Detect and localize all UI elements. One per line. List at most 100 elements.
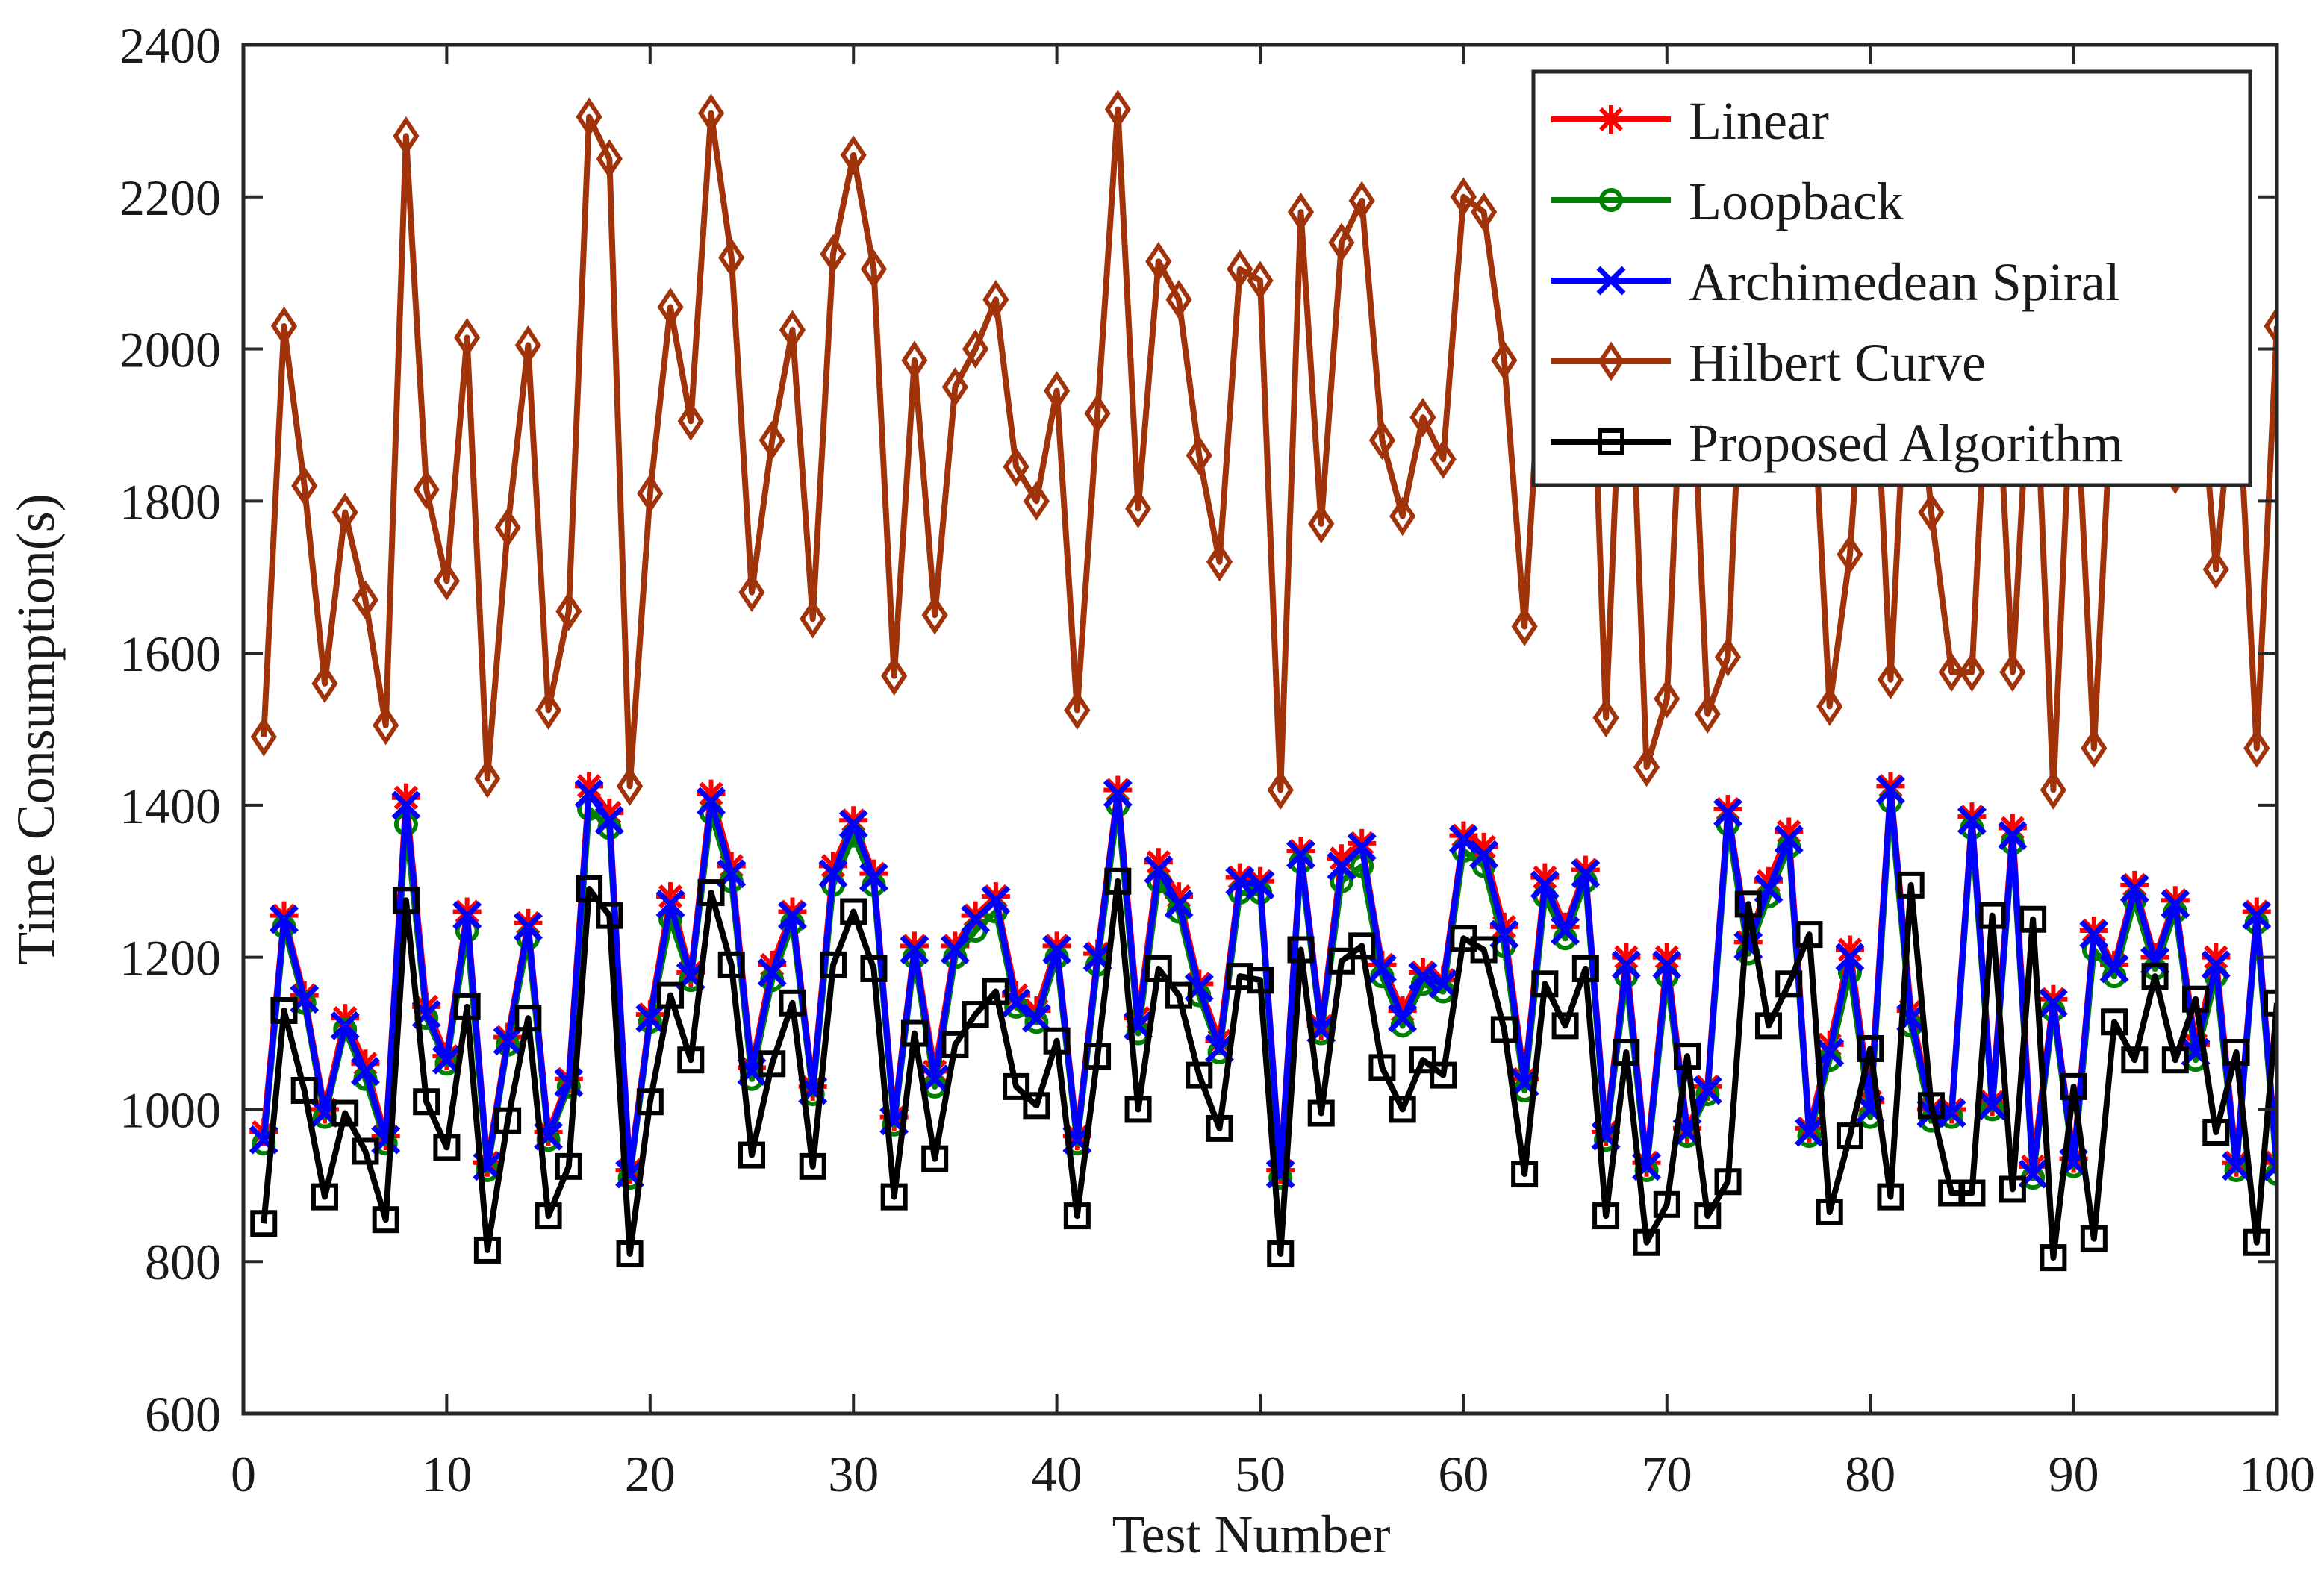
data-point-hilbert-curve	[596, 139, 623, 179]
data-point-hilbert-curve	[373, 705, 399, 746]
data-point-proposed-algorithm	[331, 1099, 359, 1127]
data-point-proposed-algorithm	[1633, 1228, 1660, 1256]
data-point-hilbert-curve	[800, 599, 826, 639]
data-point-hilbert-curve	[494, 508, 521, 548]
x-tick-label: 20	[625, 1446, 676, 1502]
data-point-proposed-algorithm	[1186, 1061, 1213, 1089]
data-point-hilbert-curve	[1206, 542, 1233, 582]
data-point-linear	[697, 779, 726, 808]
legend: Linear Loopback Archimedean Spiral Hilbert …	[1531, 69, 2252, 487]
data-point-proposed-algorithm	[1877, 1183, 1904, 1211]
x-tick-label: 100	[2239, 1446, 2315, 1502]
data-point-proposed-algorithm	[2264, 989, 2275, 1017]
x-tick-label: 40	[1032, 1446, 1082, 1502]
data-point-proposed-algorithm	[860, 955, 888, 982]
series-layer	[249, 90, 2275, 1272]
data-point-proposed-algorithm	[555, 1152, 582, 1180]
data-point-proposed-algorithm	[1734, 890, 1762, 918]
data-point-proposed-algorithm	[1816, 1198, 1843, 1225]
data-point-hilbert-curve	[657, 287, 684, 327]
data-point-proposed-algorithm	[596, 902, 623, 929]
data-point-hilbert-curve	[840, 135, 867, 175]
data-point-hilbert-curve	[331, 493, 358, 533]
data-point-proposed-algorithm	[1958, 1179, 1986, 1207]
legend-marker-hilbert-curve	[1598, 341, 1624, 381]
data-point-hilbert-curve	[1308, 504, 1335, 544]
data-point-proposed-algorithm	[941, 1031, 969, 1058]
data-point-proposed-algorithm	[494, 1107, 522, 1134]
data-point-archimedean-spiral	[2201, 950, 2231, 980]
data-point-linear	[1998, 814, 2027, 843]
data-point-linear	[1449, 821, 1478, 850]
data-point-hilbert-curve	[311, 663, 338, 704]
data-point-archimedean-spiral	[493, 1026, 523, 1056]
data-point-linear	[981, 882, 1010, 911]
x-tick-label: 70	[1642, 1446, 1692, 1502]
data-point-archimedean-spiral	[1164, 889, 1194, 919]
data-point-proposed-algorithm	[1795, 921, 1823, 949]
data-point-proposed-algorithm	[799, 1152, 826, 1180]
x-axis-label: Test Number	[1112, 1505, 1391, 1564]
data-point-proposed-algorithm	[1389, 1096, 1416, 1123]
data-point-proposed-algorithm	[1063, 1202, 1091, 1230]
data-point-archimedean-spiral	[1286, 840, 1315, 869]
data-point-hilbert-curve	[474, 758, 501, 799]
data-point-proposed-algorithm	[1043, 1027, 1071, 1055]
data-point-hilbert-curve	[555, 591, 582, 631]
data-point-archimedean-spiral	[1367, 954, 1397, 984]
data-point-linear	[1348, 828, 1377, 858]
data-point-archimedean-spiral	[655, 889, 685, 919]
data-point-linear	[1876, 772, 1905, 801]
data-point-hilbert-curve	[1165, 279, 1192, 319]
data-point-hilbert-curve	[921, 595, 948, 635]
data-point-archimedean-spiral	[270, 905, 299, 934]
data-point-archimedean-spiral	[1957, 805, 1987, 835]
x-tick-label: 80	[1845, 1446, 1895, 1502]
data-point-proposed-algorithm	[392, 887, 420, 914]
data-point-hilbert-curve	[413, 469, 440, 510]
data-point-proposed-algorithm	[1470, 936, 1498, 964]
data-point-hilbert-curve	[1877, 660, 1904, 700]
data-point-hilbert-curve	[941, 367, 969, 407]
y-tick-label: 800	[145, 1234, 221, 1290]
data-point-archimedean-spiral	[1611, 950, 1641, 980]
data-point-linear	[2202, 943, 2231, 972]
legend-label-archimedean-spiral: Archimedean Spiral	[1689, 252, 2120, 312]
x-tick-label: 90	[2049, 1446, 2099, 1502]
data-point-hilbert-curve	[2264, 308, 2275, 344]
tick-layer: 0 10 20 30 40 50 60 70 80 90 100 600 800 1000 1200 1400…	[119, 17, 2315, 1502]
data-point-hilbert-curve	[1368, 420, 1396, 460]
data-point-hilbert-curve	[1247, 260, 1274, 301]
data-point-proposed-algorithm	[2101, 1008, 2128, 1036]
y-tick-label: 1600	[119, 625, 221, 682]
data-point-hilbert-curve	[2081, 728, 2108, 768]
data-point-hilbert-curve	[1124, 489, 1152, 528]
data-point-hilbert-curve	[1186, 435, 1212, 475]
data-point-proposed-algorithm	[2202, 1119, 2230, 1146]
data-point-archimedean-spiral	[2079, 919, 2109, 949]
data-point-hilbert-curve	[1491, 340, 1518, 381]
data-point-loopback	[333, 1017, 358, 1042]
data-point-proposed-algorithm	[1023, 1092, 1050, 1120]
data-point-hilbert-curve	[860, 249, 888, 289]
data-point-proposed-algorithm	[1511, 1161, 1539, 1188]
data-point-linear	[452, 897, 482, 926]
data-point-proposed-algorithm	[1551, 1012, 1579, 1040]
data-point-hilbert-curve	[1511, 607, 1538, 646]
data-point-archimedean-spiral	[1978, 1090, 2007, 1120]
data-point-proposed-algorithm	[779, 989, 806, 1017]
data-point-proposed-algorithm	[535, 1202, 562, 1230]
data-point-archimedean-spiral	[1835, 943, 1865, 972]
data-point-hilbert-curve	[1999, 652, 2026, 692]
data-point-proposed-algorithm	[1003, 1072, 1030, 1100]
data-point-proposed-algorithm	[1165, 981, 1193, 1009]
data-point-archimedean-spiral	[900, 935, 929, 964]
data-point-hilbert-curve	[1064, 690, 1091, 730]
data-point-hilbert-curve	[1084, 393, 1111, 434]
data-point-proposed-algorithm	[1836, 1122, 1863, 1150]
data-point-proposed-algorithm	[1531, 970, 1559, 998]
data-point-linear	[839, 806, 868, 835]
data-point-archimedean-spiral	[1998, 821, 2028, 851]
data-point-hilbert-curve	[1958, 652, 1986, 692]
